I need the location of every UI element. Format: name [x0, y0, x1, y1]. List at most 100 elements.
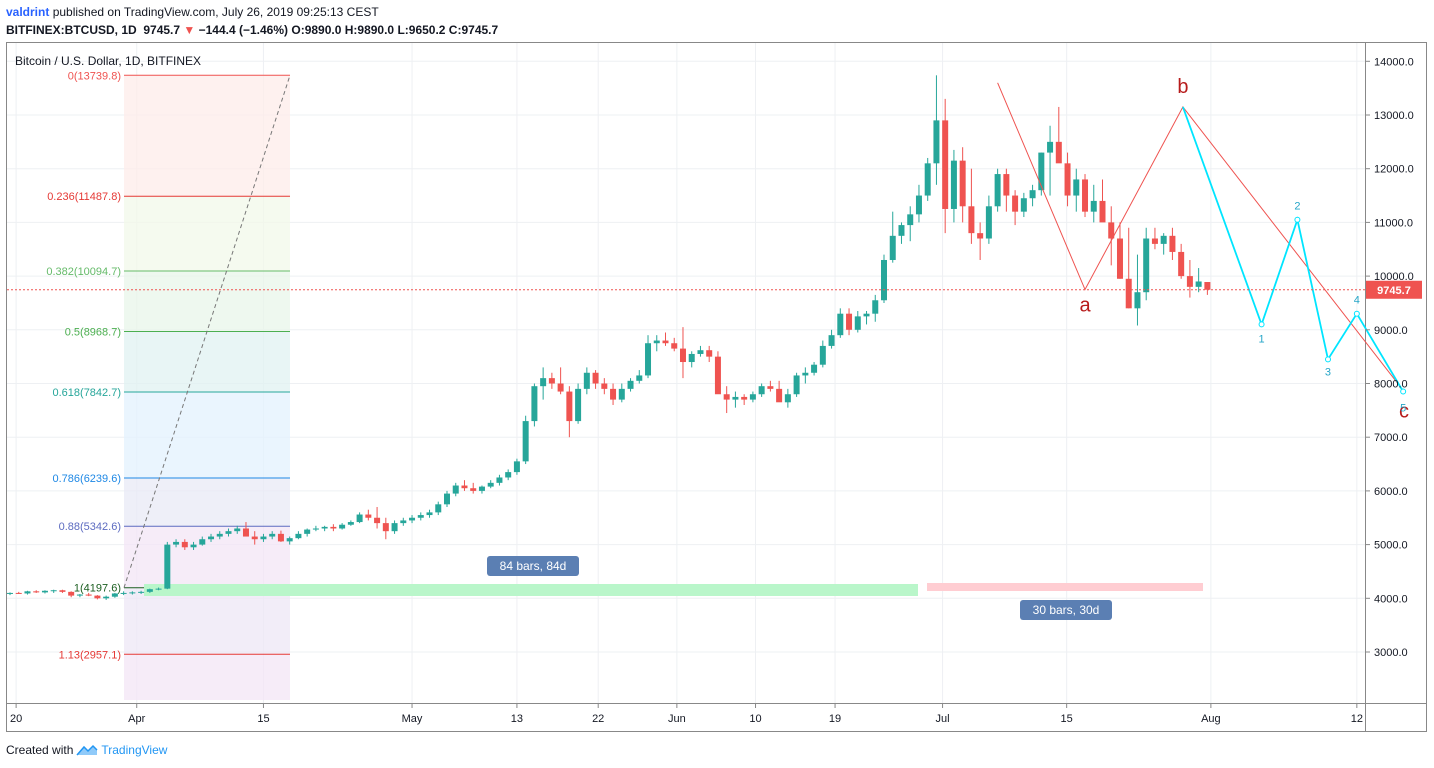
author-name[interactable]: valdrint	[6, 5, 50, 19]
x-tick-label: 22	[592, 713, 604, 725]
x-tick-label: 15	[1061, 713, 1073, 725]
candle	[1082, 174, 1089, 218]
candle-body	[889, 235, 896, 260]
candle-body	[627, 380, 634, 389]
candle	[286, 536, 293, 545]
candle-body	[120, 592, 127, 594]
candle-body	[531, 386, 538, 422]
candle	[1090, 184, 1097, 223]
candle-body	[496, 477, 503, 483]
candle-body	[723, 394, 730, 400]
candle-body	[374, 517, 381, 524]
candle	[889, 211, 896, 263]
candle	[688, 351, 695, 368]
candle-body	[24, 591, 31, 594]
candle	[706, 345, 713, 363]
candle	[1073, 168, 1080, 212]
candle-body	[470, 488, 477, 491]
candle-body	[706, 350, 713, 357]
candle-body	[321, 526, 328, 529]
candle	[907, 206, 914, 242]
candle-body	[1082, 179, 1089, 212]
candle-body	[994, 174, 1001, 207]
candle-body	[863, 313, 870, 317]
candle	[959, 147, 966, 223]
candles	[7, 75, 1211, 600]
plot-frame	[6, 42, 1427, 732]
candle	[304, 528, 311, 537]
candle	[277, 530, 284, 542]
candle	[173, 539, 180, 548]
candle	[120, 591, 127, 596]
candle-body	[610, 388, 617, 400]
x-tick-label: 20	[10, 713, 22, 725]
candle	[636, 370, 643, 384]
candle	[1186, 259, 1193, 298]
range-30-bar	[927, 583, 1203, 591]
y-tick-label: 3000.0	[1374, 647, 1408, 659]
date-range-measures[interactable]: 84 bars, 84d 30 bars, 30d	[144, 556, 1203, 620]
candle	[1178, 243, 1185, 279]
wave-point	[1294, 216, 1301, 223]
candle	[444, 490, 450, 508]
candle	[679, 327, 686, 379]
candle	[933, 75, 940, 185]
candle	[749, 391, 756, 403]
candle	[1204, 282, 1211, 295]
candle	[819, 340, 826, 368]
candle-body	[662, 340, 669, 344]
candle	[557, 367, 564, 395]
tradingview-brand[interactable]: TradingView	[101, 743, 168, 757]
candle	[846, 308, 853, 336]
candle	[942, 98, 949, 234]
wave-label-4: 4	[1354, 295, 1360, 307]
y-tick-label: 6000.0	[1374, 486, 1408, 498]
candle	[76, 594, 83, 598]
y-tick-label: 10000.0	[1374, 271, 1414, 283]
candle-body	[461, 485, 468, 489]
fib-band	[124, 654, 290, 700]
candle-body	[645, 343, 652, 376]
candle	[1020, 192, 1027, 218]
candle	[575, 383, 582, 424]
candle-body	[1047, 141, 1054, 153]
fib-level-label: 0.786(6239.6)	[53, 473, 122, 485]
candle-body	[347, 522, 354, 525]
candle	[776, 380, 783, 403]
candle-body	[1186, 276, 1193, 287]
candle-body	[164, 544, 171, 589]
tradingview-logo-icon	[76, 744, 98, 756]
candle	[1047, 125, 1054, 196]
fib-level-label: 0.5(8968.7)	[65, 326, 121, 338]
candle-body	[942, 120, 949, 209]
candle-body	[1055, 141, 1062, 164]
candle-body	[33, 591, 40, 593]
y-tick-label: 9000.0	[1374, 325, 1408, 337]
candle-body	[741, 396, 748, 400]
abc-label-b: b	[1177, 76, 1188, 98]
candle-body	[1160, 235, 1167, 244]
fib-level-label: 1.13(2957.1)	[59, 649, 121, 661]
fib-band	[124, 478, 290, 527]
fib-band	[124, 526, 290, 588]
candle	[513, 458, 520, 475]
candle	[470, 482, 477, 494]
y-tick-label: 8000.0	[1374, 379, 1408, 391]
x-tick-label: Apr	[128, 713, 145, 725]
fib-retracement[interactable]: 0(13739.8) 0.236(11487.8) 0.382(10094.7) 0.…	[46, 70, 291, 700]
y-tick-label: 12000.0	[1374, 164, 1414, 176]
candle-body	[688, 353, 695, 363]
symbol-info: BITFINEX:BTCUSD, 1D 9745.7 ▼ −144.4 (−1.…	[6, 23, 498, 37]
y-tick-label: 14000.0	[1374, 56, 1414, 68]
fib-band	[124, 391, 290, 479]
candle-body	[339, 524, 346, 529]
wave-drawings[interactable]: a b c 1 2 3 4 5	[997, 76, 1409, 423]
candle	[1038, 152, 1045, 196]
candle	[94, 595, 101, 600]
y-tick-label: 7000.0	[1374, 432, 1408, 444]
candle	[208, 533, 215, 542]
candle	[59, 589, 66, 593]
fib-level-label: 0.88(5342.6)	[59, 521, 121, 533]
wave-label-2: 2	[1294, 201, 1300, 213]
